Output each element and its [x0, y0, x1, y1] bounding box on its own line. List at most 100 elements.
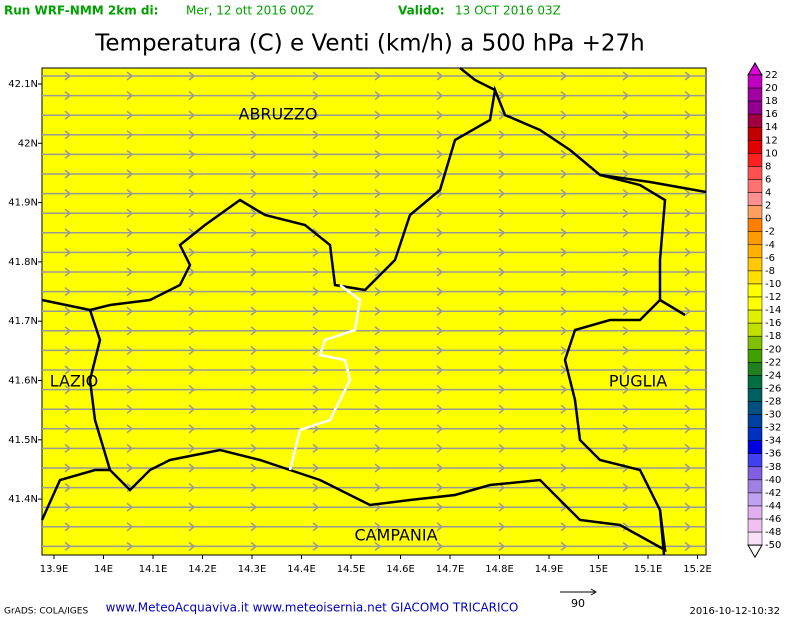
wind-arrows	[42, 326, 706, 336]
colorbar-label: -24	[765, 370, 781, 381]
wind-arrows	[42, 365, 706, 375]
vector-ref: 90	[571, 597, 585, 610]
colorbar-label: 12	[765, 135, 778, 146]
map	[40, 67, 707, 556]
wind-arrows	[42, 228, 706, 238]
colorbar-box	[747, 296, 763, 311]
colorbar-label: -26	[765, 383, 781, 394]
lon-label: 14.6E	[386, 564, 415, 575]
title: Temperatura (C) e Venti (km/h) a 500 hPa…	[94, 31, 644, 57]
wind-arrows	[42, 541, 706, 551]
colorbar-label: 16	[765, 109, 778, 120]
region-label: PUGLIA	[609, 372, 667, 391]
colorbar-label: -12	[765, 292, 781, 303]
region-border	[40, 468, 110, 521]
colorbar-label: -42	[765, 488, 781, 499]
lon-label: 14E	[94, 564, 113, 575]
wind-arrows	[42, 169, 706, 179]
colorbar: 2220181614121086420-2-4-6-8-10-12-14-16-…	[747, 62, 781, 559]
colorbar-box	[747, 87, 763, 102]
wind-arrows	[42, 208, 706, 218]
colorbar-box	[747, 414, 763, 428]
colorbar-cap	[747, 544, 763, 559]
colorbar-label: -20	[765, 344, 781, 355]
molise-border	[88, 85, 667, 553]
colorbar-label: -14	[765, 305, 781, 316]
colorbar-box	[747, 218, 763, 232]
colorbar-box	[747, 231, 763, 246]
colorbar-label: -8	[765, 266, 775, 277]
province-border	[288, 284, 362, 471]
colorbar-box	[747, 362, 763, 376]
colorbar-box	[747, 126, 763, 141]
colorbar-box	[747, 166, 763, 180]
lon-label: 14.2E	[188, 564, 217, 575]
colorbar-label: 10	[765, 148, 778, 159]
colorbar-box	[747, 140, 763, 154]
wind-arrows	[42, 149, 706, 159]
colorbar-label: -2	[765, 227, 775, 238]
colorbar-label: -18	[765, 331, 781, 342]
lon-label: 13.9E	[40, 564, 69, 575]
colorbar-box	[747, 100, 763, 115]
colorbar-box	[747, 388, 763, 402]
lat-label: 41.5N	[8, 435, 38, 446]
colorbar-box	[747, 244, 763, 259]
colorbar-box	[747, 518, 763, 533]
timestamp: 2016-10-12-10:32	[689, 606, 780, 617]
colorbar-box	[747, 335, 763, 350]
lat-label: 41.6N	[8, 376, 38, 387]
sites: www.MeteoAcquaviva.it www.meteoisernia.n…	[106, 601, 519, 615]
colorbar-label: -38	[765, 462, 781, 473]
colorbar-box	[747, 205, 763, 219]
colorbar-label: -30	[765, 410, 781, 421]
colorbar-box	[747, 113, 763, 128]
colorbar-label: -10	[765, 279, 781, 290]
valid-label: Valido:	[398, 4, 445, 18]
colorbar-label: 18	[765, 96, 778, 107]
wind-arrows	[42, 247, 706, 257]
colorbar-label: 0	[765, 214, 771, 225]
colorbar-label: -16	[765, 318, 781, 329]
colorbar-label: 14	[765, 122, 778, 133]
wind-arrows	[42, 443, 706, 453]
wind-arrows	[42, 424, 706, 434]
wind-arrows	[42, 267, 706, 277]
colorbar-label: 8	[765, 161, 771, 172]
colorbar-cap	[747, 62, 763, 76]
wind-arrows	[42, 130, 706, 140]
lon-label: 14.7E	[436, 564, 465, 575]
colorbar-label: 2	[765, 201, 771, 212]
lon-label: 15.1E	[634, 564, 663, 575]
wind-arrows	[42, 287, 706, 297]
colorbar-label: 6	[765, 174, 771, 185]
colorbar-box	[747, 309, 763, 324]
vector-ref-head	[590, 588, 597, 596]
lon-label: 14.1E	[139, 564, 168, 575]
colorbar-box	[747, 192, 763, 206]
lon-label: 15.2E	[683, 564, 712, 575]
region-label: CAMPANIA	[354, 526, 437, 545]
run-date: Mer, 12 ott 2016 00Z	[186, 4, 314, 18]
region-border	[599, 173, 707, 194]
colorbar-label: -48	[765, 527, 781, 538]
colorbar-box	[747, 505, 763, 520]
colorbar-box	[747, 322, 763, 337]
lat-label: 41.9N	[8, 198, 38, 209]
colorbar-label: -32	[765, 423, 781, 434]
colorbar-label: -40	[765, 475, 781, 486]
region-border	[658, 509, 666, 556]
wind-arrows	[42, 91, 706, 101]
colorbar-box	[747, 466, 763, 481]
colorbar-box	[747, 74, 763, 89]
wind-arrows	[42, 189, 706, 199]
colorbar-label: -36	[765, 449, 781, 460]
wind-arrows	[42, 385, 706, 395]
lon-label: 14.4E	[287, 564, 316, 575]
run-label: Run WRF-NMM 2km di:	[4, 4, 158, 18]
credit: GrADS: COLA/IGES	[4, 607, 88, 617]
lon-label: 14.8E	[485, 564, 514, 575]
colorbar-box	[747, 427, 763, 441]
lat-label: 42N	[18, 138, 38, 149]
